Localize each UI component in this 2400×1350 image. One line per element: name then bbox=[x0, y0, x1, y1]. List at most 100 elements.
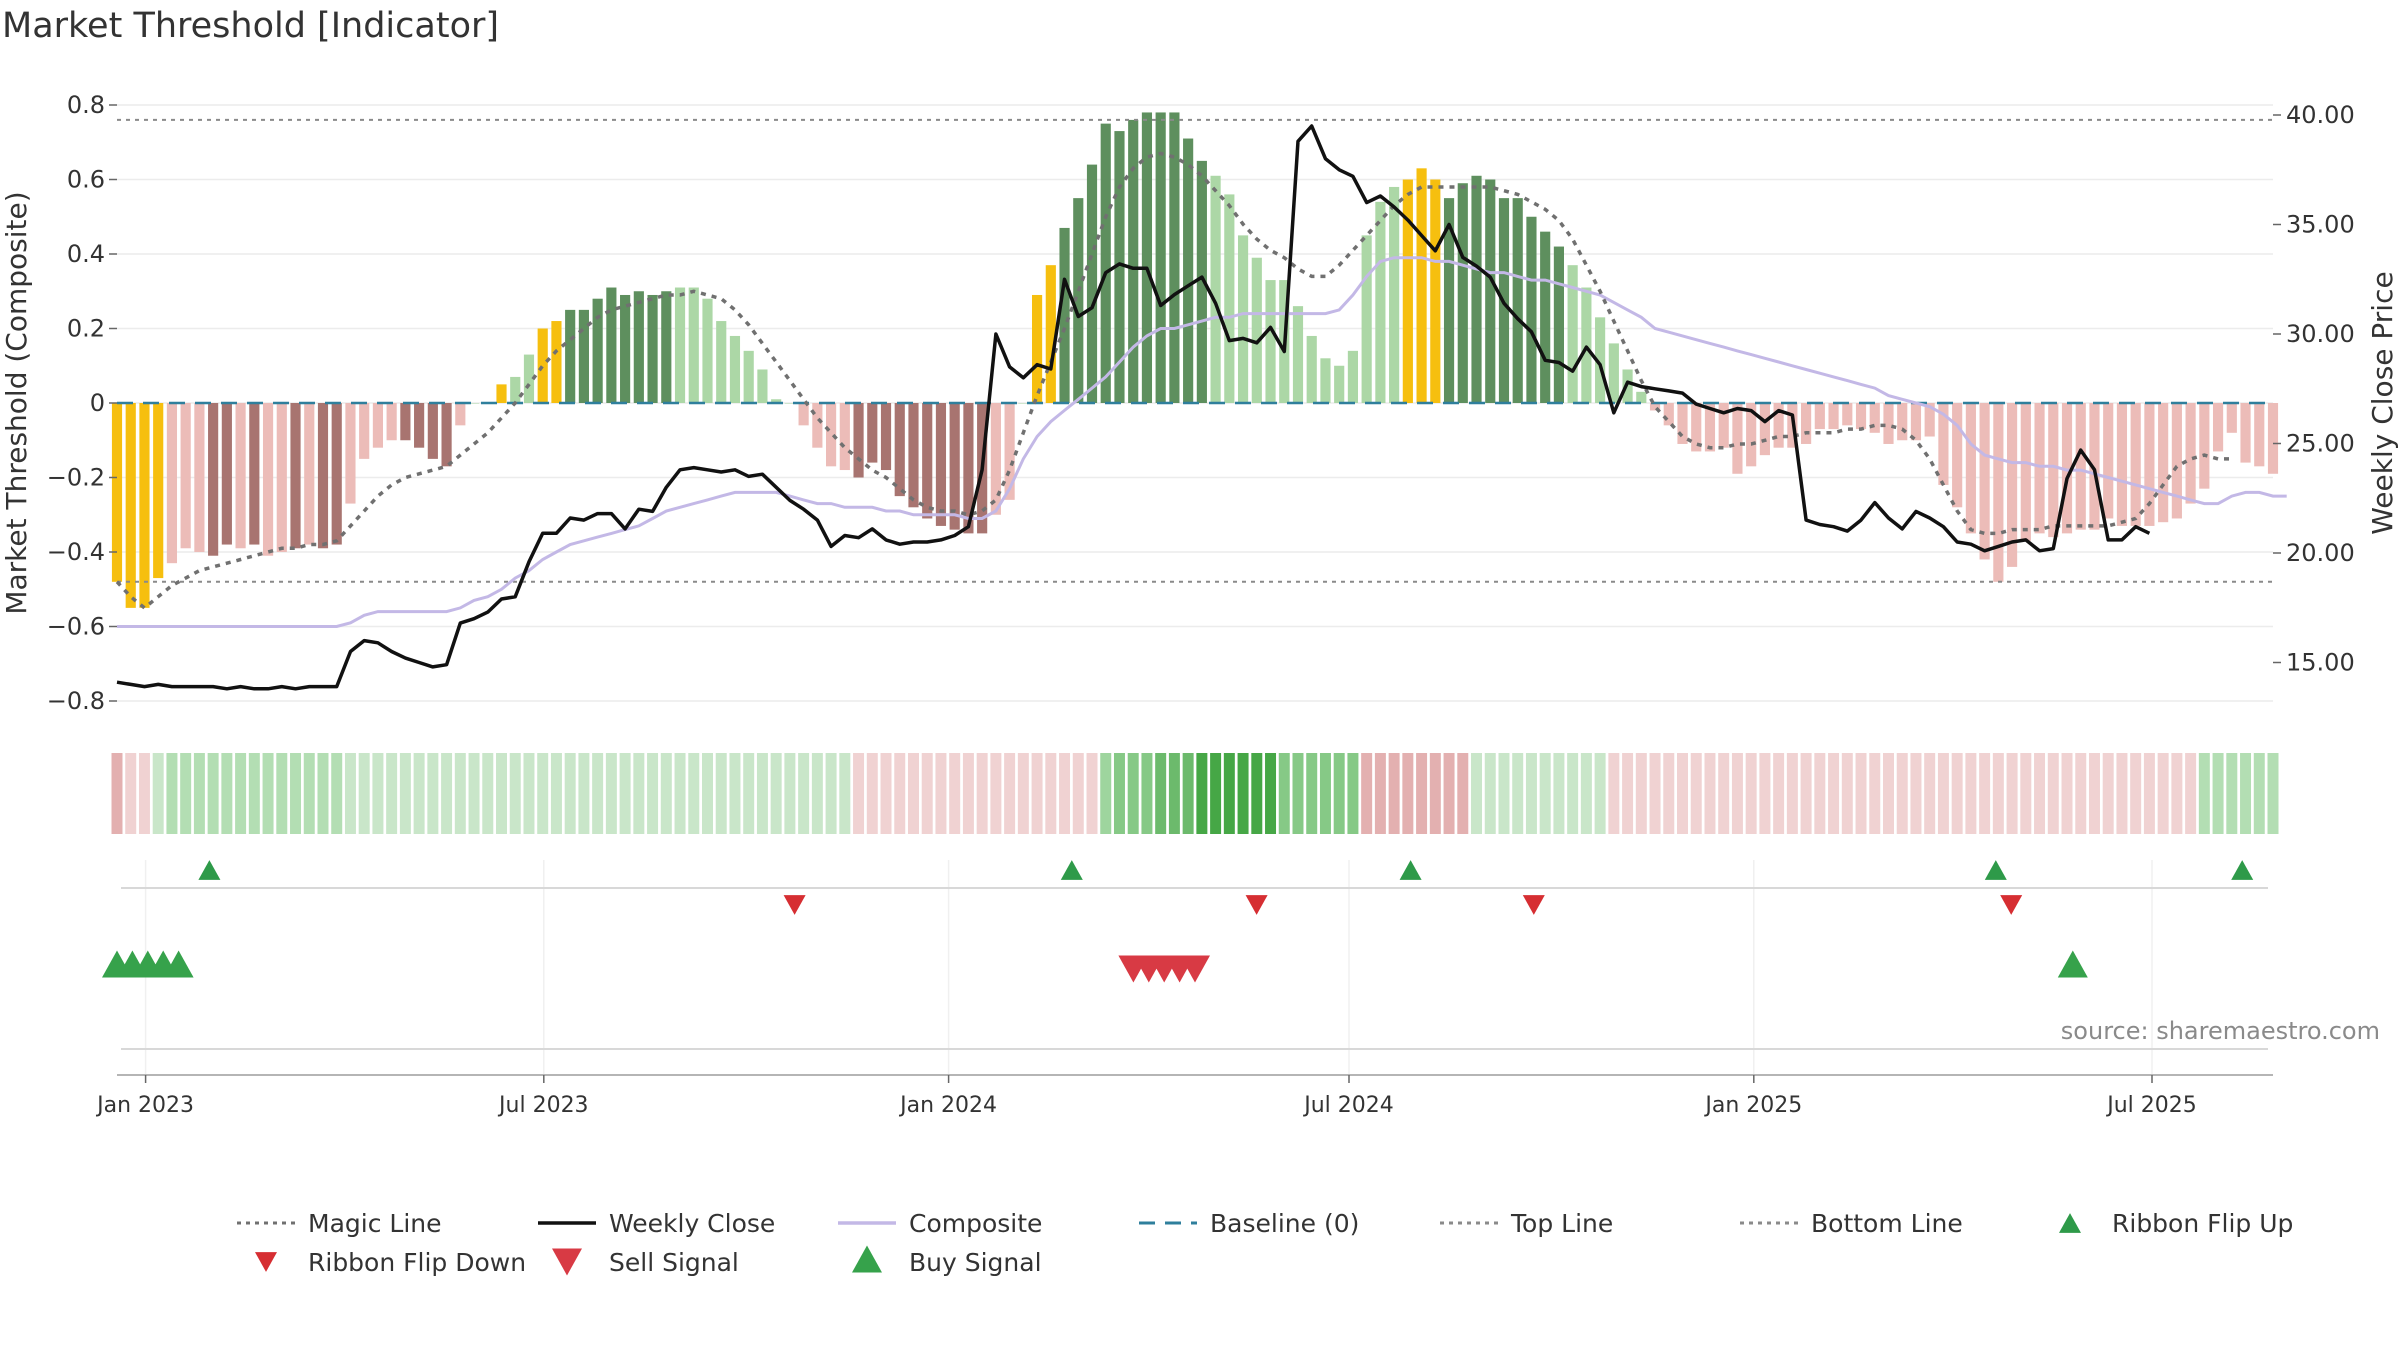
composite-bar bbox=[1389, 186, 1400, 403]
composite-bar bbox=[194, 403, 205, 552]
ribbon-cell bbox=[1127, 753, 1139, 834]
legend-label: Baseline (0) bbox=[1210, 1209, 1359, 1238]
y-tick-label: −0.6 bbox=[47, 613, 105, 641]
composite-bar bbox=[111, 403, 123, 582]
composite-bar bbox=[221, 403, 232, 545]
ribbon-cell bbox=[358, 753, 370, 834]
ribbon-flip-up-marker bbox=[2231, 860, 2254, 880]
legend-label: Bottom Line bbox=[1811, 1209, 1963, 1238]
ribbon-cell bbox=[1910, 753, 1922, 834]
composite-bar bbox=[1430, 179, 1441, 403]
ribbon-cell bbox=[427, 753, 439, 834]
composite-bar bbox=[1457, 183, 1468, 403]
composite-bar bbox=[139, 403, 150, 608]
ribbon-flip-up-marker bbox=[1984, 860, 2007, 880]
ribbon-cell bbox=[1086, 753, 1098, 834]
x-tick-label: Jan 2024 bbox=[898, 1093, 997, 1118]
ribbon-cell bbox=[1882, 753, 1894, 834]
ribbon-cell bbox=[1594, 753, 1606, 834]
ribbon-cell bbox=[1814, 753, 1826, 834]
composite-bar bbox=[2034, 403, 2045, 534]
legend-item: Composite bbox=[838, 1209, 1042, 1238]
composite-bar bbox=[2212, 403, 2224, 452]
composite-bar bbox=[2061, 403, 2073, 534]
composite-bar bbox=[455, 403, 466, 426]
ribbon-cell bbox=[1896, 753, 1908, 834]
composite-bar bbox=[551, 321, 562, 403]
ribbon-cell bbox=[1347, 753, 1359, 834]
legend-item: Baseline (0) bbox=[1139, 1209, 1359, 1238]
composite-bar bbox=[1059, 227, 1070, 403]
ribbon-cell bbox=[1498, 753, 1510, 834]
composite-bar bbox=[2075, 403, 2086, 530]
ribbon-cell bbox=[647, 753, 659, 834]
ribbon-cell bbox=[2198, 753, 2210, 834]
ribbon-cell bbox=[509, 753, 521, 834]
ribbon-cell bbox=[578, 753, 590, 834]
ribbon-cell bbox=[221, 753, 233, 834]
ribbon-cell bbox=[1031, 753, 1043, 834]
composite-bar bbox=[880, 403, 892, 471]
ribbon-cell bbox=[1100, 753, 1112, 834]
ribbon-cell bbox=[1059, 753, 1071, 834]
composite-bar bbox=[633, 291, 644, 403]
composite-bar bbox=[1759, 403, 1770, 456]
ribbon-cell bbox=[1484, 753, 1496, 834]
ribbon-cell bbox=[592, 753, 604, 834]
composite-bar bbox=[1608, 343, 1619, 403]
ribbon-cell bbox=[248, 753, 260, 834]
legend-label: Composite bbox=[909, 1209, 1042, 1238]
ribbon-cell bbox=[1374, 753, 1386, 834]
buy-signal-marker bbox=[163, 950, 194, 978]
ribbon-cell bbox=[1319, 753, 1331, 834]
ribbon-cell bbox=[1306, 753, 1318, 834]
ribbon-cell bbox=[1855, 753, 1867, 834]
composite-bar bbox=[1993, 403, 2004, 582]
ribbon-cell bbox=[1292, 753, 1304, 834]
ribbon-cell bbox=[1759, 753, 1771, 834]
composite-bar bbox=[949, 403, 960, 530]
composite-bar bbox=[2158, 403, 2169, 523]
composite-bar bbox=[1485, 179, 1496, 403]
composite-bar bbox=[1773, 403, 1784, 448]
composite-bar bbox=[1842, 403, 1853, 426]
composite-bar bbox=[908, 403, 919, 508]
ribbon-cell bbox=[756, 753, 768, 834]
composite-bar bbox=[1883, 403, 1894, 444]
ribbon-cell bbox=[2116, 753, 2128, 834]
legend-item: Ribbon Flip Down bbox=[255, 1248, 526, 1277]
ribbon-cell bbox=[468, 753, 480, 834]
ribbon-cell bbox=[152, 753, 164, 834]
composite-bar bbox=[1265, 280, 1276, 403]
composite-bar bbox=[1306, 335, 1317, 403]
legend-swatch bbox=[552, 1248, 582, 1276]
composite-bar bbox=[1663, 403, 1674, 426]
y-axis-title: Market Threshold (Composite) bbox=[0, 191, 33, 614]
ribbon-cell bbox=[1951, 753, 1963, 834]
ribbon-cell bbox=[317, 753, 329, 834]
ribbon-cell bbox=[2075, 753, 2087, 834]
composite-bar bbox=[276, 403, 287, 552]
y2-tick-label: 20.00 bbox=[2286, 539, 2355, 567]
composite-bar bbox=[812, 403, 823, 448]
ribbon-cell bbox=[2088, 753, 2100, 834]
y2-axis-title: Weekly Close Price bbox=[2366, 271, 2399, 534]
composite-bar bbox=[2240, 403, 2251, 463]
ribbon-cell bbox=[399, 753, 411, 834]
ribbon-cell bbox=[413, 753, 425, 834]
composite-bar bbox=[2048, 403, 2059, 538]
composite-bar bbox=[235, 403, 246, 549]
composite-bar bbox=[1169, 112, 1180, 403]
ribbon-cell bbox=[1113, 753, 1125, 834]
ribbon-cell bbox=[262, 753, 274, 834]
ribbon-cell bbox=[1388, 753, 1400, 834]
composite-bar bbox=[2185, 403, 2196, 504]
composite-bar bbox=[2089, 403, 2100, 530]
ribbon-cell bbox=[523, 753, 535, 834]
composite-bar bbox=[208, 403, 219, 556]
composite-bar bbox=[2103, 403, 2114, 519]
ribbon-cell bbox=[935, 753, 947, 834]
composite-bar bbox=[345, 403, 356, 504]
composite-bar bbox=[1979, 403, 1990, 560]
composite-bar bbox=[1031, 294, 1043, 403]
